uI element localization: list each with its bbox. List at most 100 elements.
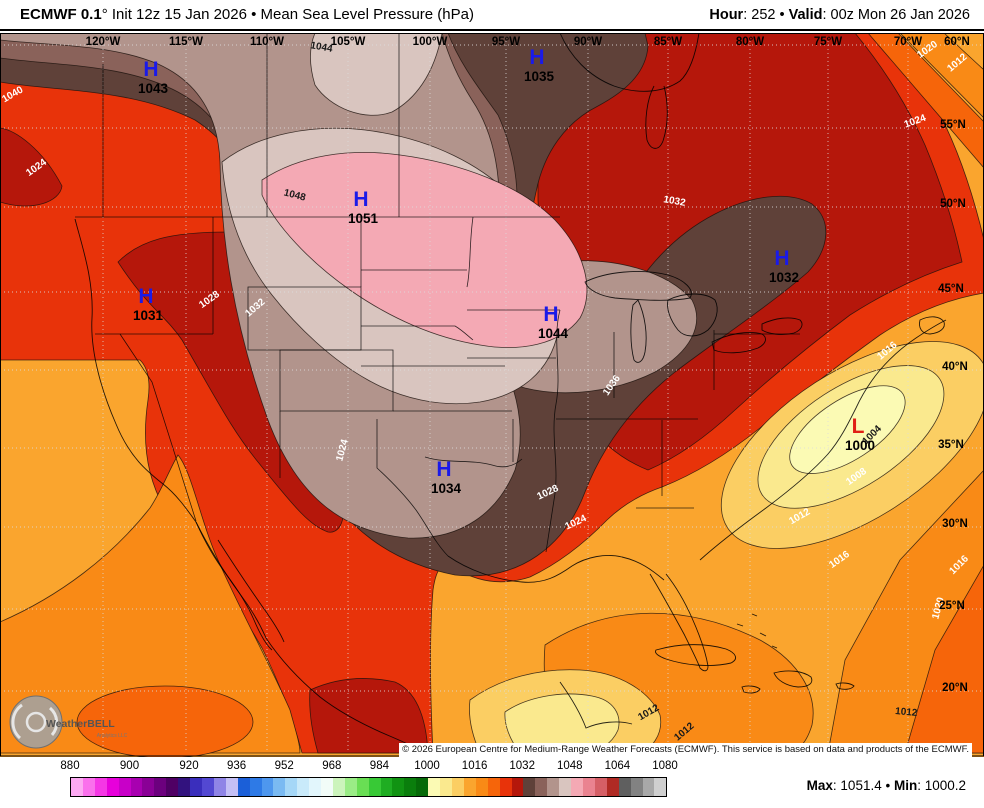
colorbar-cell	[201, 778, 214, 796]
colorbar-cell	[225, 778, 238, 796]
center-value: 1031	[133, 308, 164, 323]
colorbar-cell	[297, 778, 310, 796]
colorbar-cell	[511, 778, 524, 796]
lon-label: 105°W	[331, 36, 366, 48]
lon-label: 85°W	[654, 36, 682, 48]
colorbar-cell	[261, 778, 274, 796]
map-title: ECMWF 0.1° Init 12z 15 Jan 2026 • Mean S…	[20, 6, 474, 23]
colorbar-tick: 968	[322, 760, 342, 772]
colorbar-cell	[487, 778, 500, 796]
pressure-fill-layer	[0, 33, 984, 757]
corner-1016	[899, 33, 984, 119]
colorbar-cell	[571, 778, 583, 796]
colorbar-cell	[404, 778, 417, 796]
center-value: 1034	[431, 481, 462, 496]
coastlines	[74, 33, 947, 754]
colorbar-cell	[416, 778, 429, 796]
colorbar-cell	[559, 778, 572, 796]
colorbar-cell	[499, 778, 512, 796]
colorbar-cell	[475, 778, 488, 796]
colorbar-tick: 1032	[509, 760, 535, 772]
model-name: ECMWF 0.1	[20, 6, 102, 23]
high-center-marker: H	[143, 58, 158, 81]
band-coast-1028	[0, 127, 63, 207]
colorbar-cell	[321, 778, 333, 796]
high-center-marker: H	[543, 303, 558, 326]
contour-label: 1048	[282, 188, 307, 204]
colorbar-cell	[154, 778, 167, 796]
colorbar-tick: 1048	[557, 760, 583, 772]
colorbar-cell	[368, 778, 381, 796]
graticule	[0, 33, 984, 753]
colorbar-cell	[71, 778, 83, 796]
colorbar-cell	[190, 778, 202, 796]
colorbar-tick: 984	[369, 760, 389, 772]
pressure-colorbar	[70, 777, 667, 797]
center-value: 1044	[538, 326, 569, 341]
colorbar-cell	[332, 778, 345, 796]
state-borders	[75, 33, 800, 557]
max-min-readout: Max: 1051.4 • Min: 1000.2	[806, 778, 966, 793]
lon-label: 100°W	[413, 36, 448, 48]
colorbar-tick: 900	[119, 760, 140, 772]
corner-1020	[867, 33, 984, 169]
lat-label: 30°N	[942, 518, 968, 530]
lat-label: 25°N	[939, 600, 965, 612]
high-center-marker: H	[436, 458, 451, 481]
center-value: 1035	[524, 69, 555, 84]
lat-label: 45°N	[938, 283, 964, 295]
colorbar-tick: 952	[274, 760, 294, 772]
colorbar-cell	[285, 778, 298, 796]
header-bar: ECMWF 0.1° Init 12z 15 Jan 2026 • Mean S…	[0, 0, 984, 31]
colorbar-cell	[582, 778, 595, 796]
colorbar-cell	[213, 778, 226, 796]
latitude-labels: 60°N 55°N 50°N 45°N 40°N 35°N 30°N 25°N 20°N	[938, 36, 970, 694]
lon-label: 80°W	[736, 36, 764, 48]
lon-label: 90°W	[574, 36, 602, 48]
pressure-map-svg: WeatherBELL Analytics LLC 1044 1048 1032 10…	[0, 33, 984, 757]
lat-label: 55°N	[940, 119, 966, 131]
low-ring-1000	[789, 385, 906, 474]
logo-subtext: Analytics LLC	[97, 733, 128, 739]
copyright-attribution: © 2026 European Centre for Medium-Range …	[399, 743, 972, 757]
valid-time: Hour: 252 • Valid: 00z Mon 26 Jan 2026	[709, 7, 970, 23]
contour-label: 1032	[663, 194, 687, 209]
lon-label: 75°W	[814, 36, 842, 48]
colorbar-cell	[166, 778, 179, 796]
center-value: 1043	[138, 81, 169, 96]
colorbar-cell	[428, 778, 441, 796]
center-value: 1000	[845, 438, 875, 453]
colorbar-cell	[106, 778, 119, 796]
band-sw-1016	[0, 454, 301, 754]
colorbar-cell	[523, 778, 536, 796]
lon-label: 95°W	[492, 36, 520, 48]
colorbar-cell	[237, 778, 250, 796]
lon-label: 110°W	[250, 36, 284, 48]
colorbar-cell	[630, 778, 643, 796]
colorbar-cell	[606, 778, 619, 796]
lat-label: 40°N	[942, 361, 968, 373]
pressure-map: WeatherBELL Analytics LLC 1044 1048 1032 10…	[0, 33, 984, 757]
logo-swirl-icon	[11, 703, 23, 740]
band-top-1044	[310, 33, 443, 116]
weatherbell-logo: WeatherBELL Analytics LLC	[9, 695, 128, 749]
colorbar-tick: 920	[179, 760, 199, 772]
contour-label: 1012	[895, 706, 919, 719]
lon-label: 115°W	[169, 36, 203, 48]
colorbar-cell	[535, 778, 548, 796]
colorbar-cell	[547, 778, 560, 796]
colorbar-cell	[82, 778, 95, 796]
center-value: 1051	[348, 211, 379, 226]
lat-label: 50°N	[940, 198, 966, 210]
lat-label: 20°N	[942, 682, 968, 694]
high-center-marker: H	[353, 188, 368, 211]
logo-text: WeatherBELL	[46, 718, 115, 730]
band-sw-1020	[76, 685, 254, 757]
colorbar-cell	[344, 778, 357, 796]
colorbar-cell	[94, 778, 107, 796]
colorbar-cell	[618, 778, 631, 796]
colorbar-cell	[463, 778, 476, 796]
high-center-marker: H	[529, 46, 544, 69]
colorbar-cell	[130, 778, 143, 796]
